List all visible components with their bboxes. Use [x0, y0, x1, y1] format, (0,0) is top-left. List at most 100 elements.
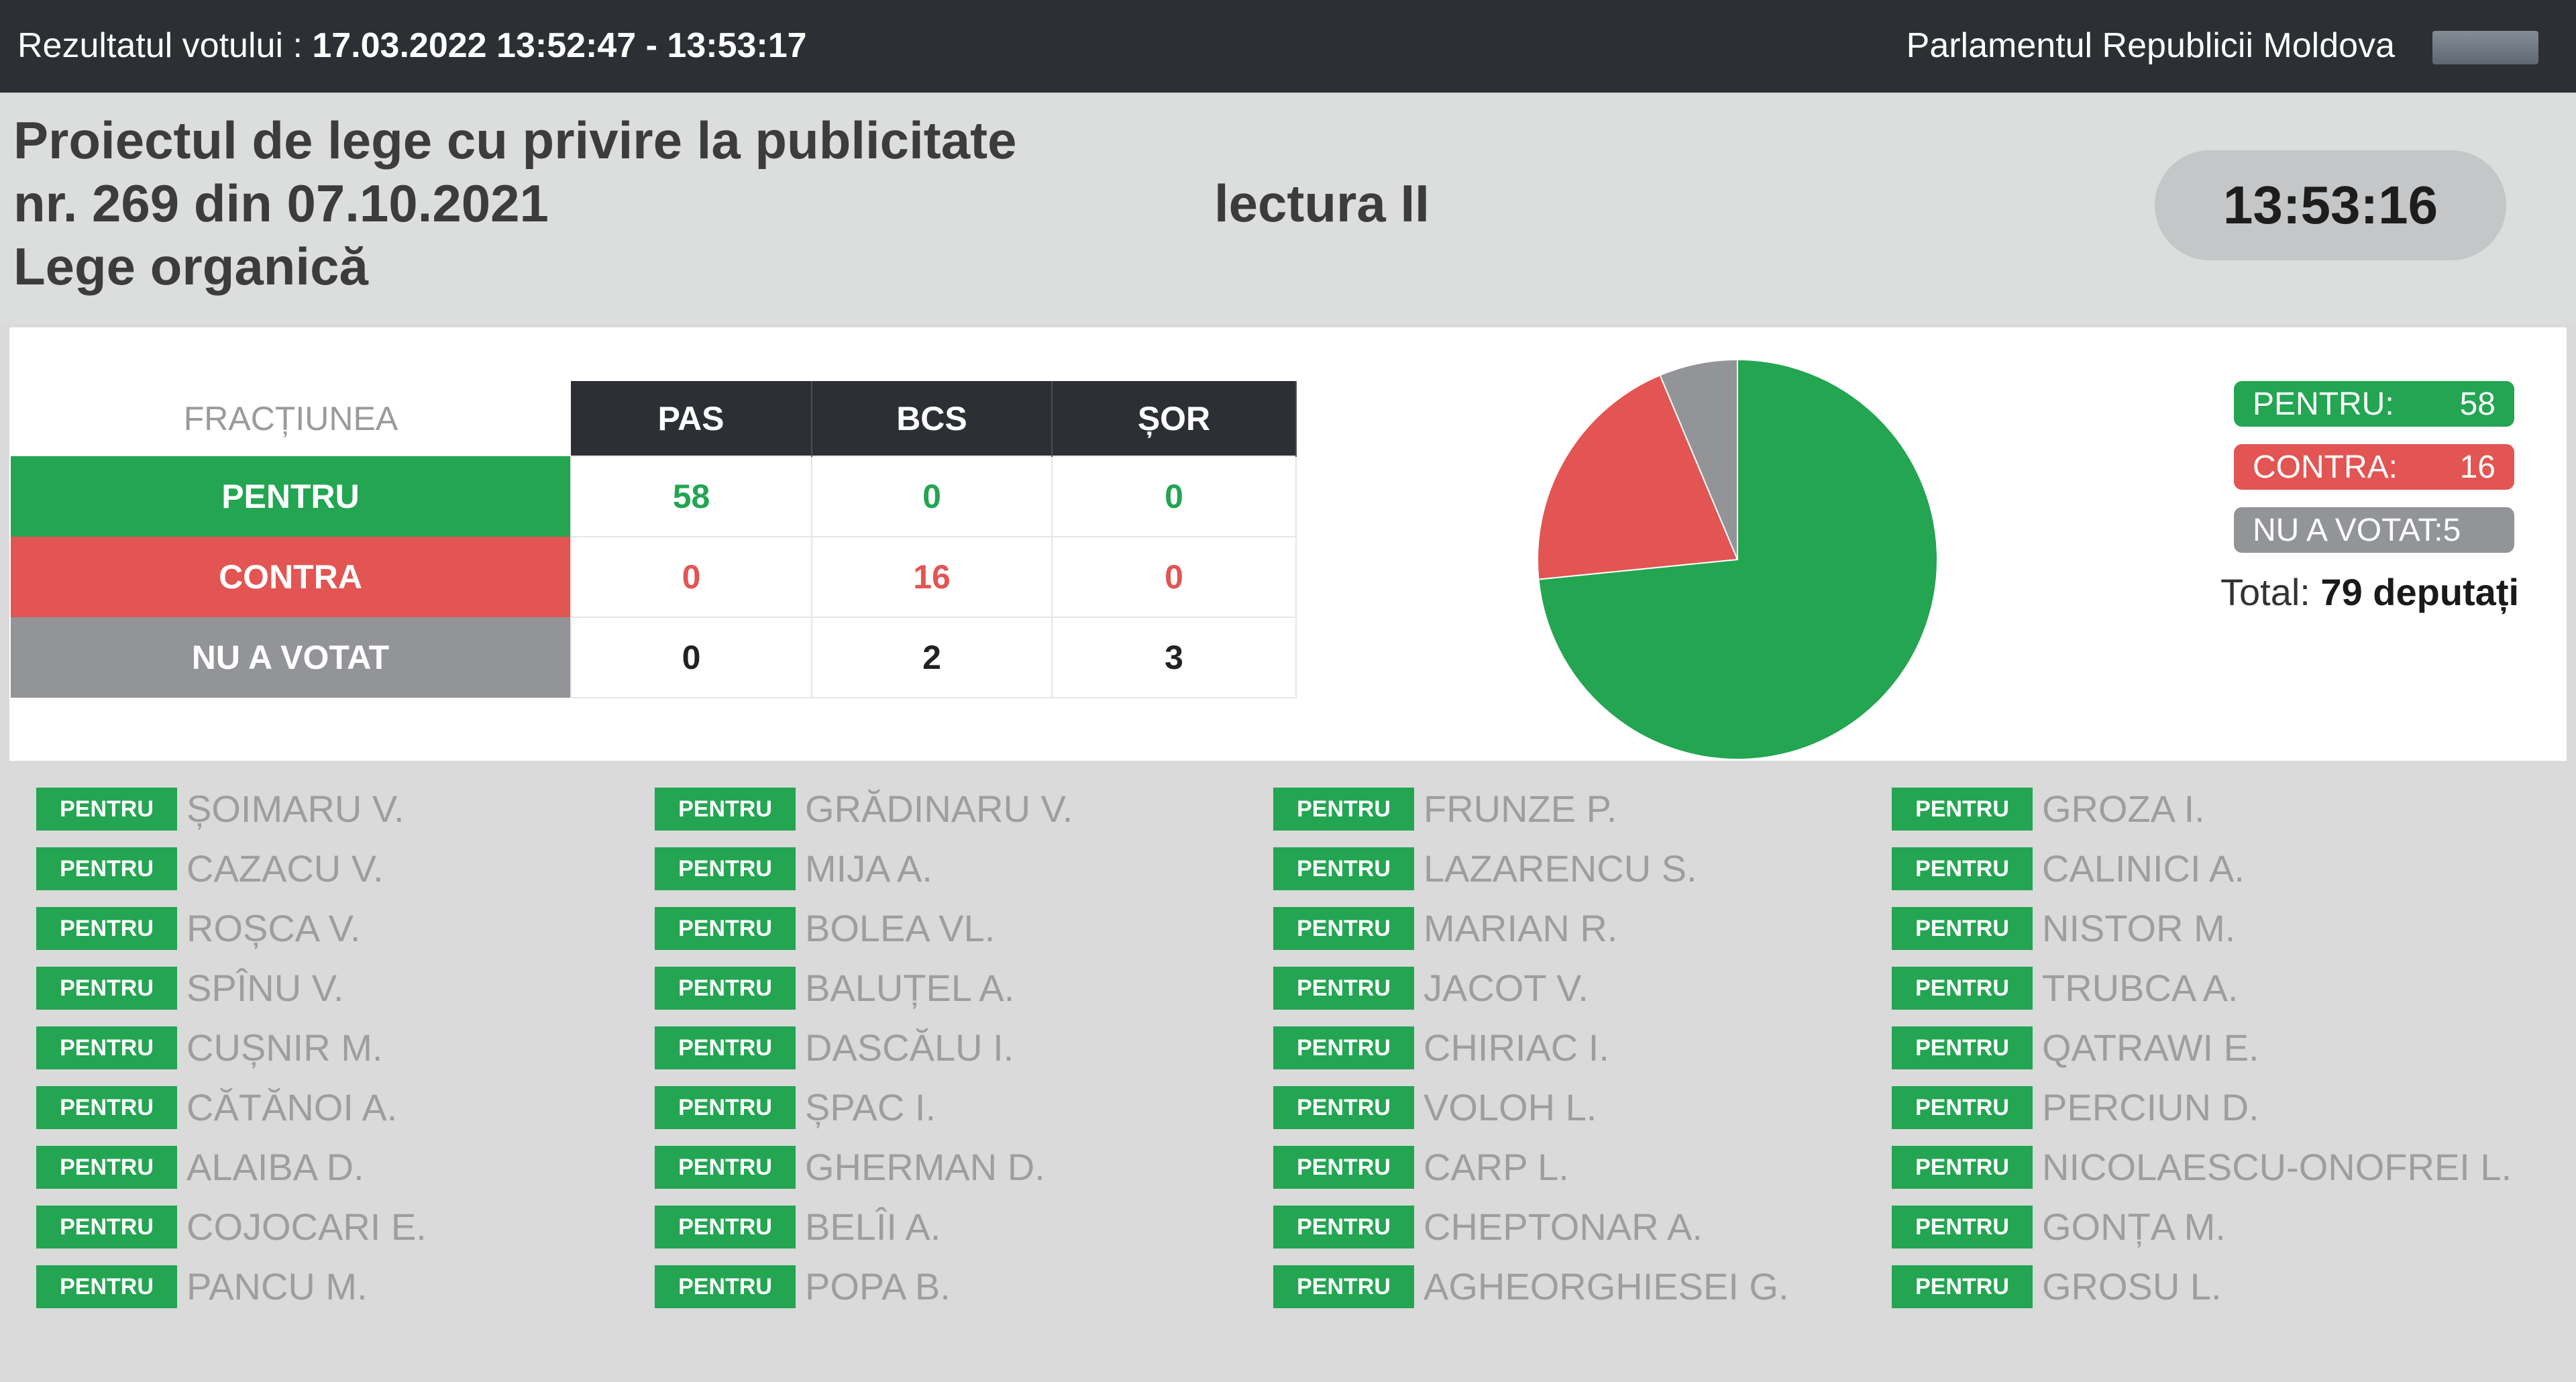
vote-badge: PENTRU — [1892, 907, 2033, 950]
institution-name: Parlamentul Republicii Moldova — [1906, 26, 2395, 65]
vote-badge: PENTRU — [655, 1026, 796, 1069]
deputy-name: GROZA I. — [2042, 788, 2205, 830]
vote-badge: PENTRU — [1892, 967, 2033, 1010]
vote-badge: PENTRU — [1273, 1146, 1414, 1189]
legend-nu-a-votat: NU A VOTAT:5 — [2234, 507, 2514, 553]
bill-title: Proiectul de lege cu privire la publicit… — [13, 109, 1016, 298]
vote-badge: PENTRU — [1892, 1086, 2033, 1129]
deputy-name: CĂTĂNOI A. — [186, 1086, 398, 1128]
column-header-pas: PAS — [571, 381, 812, 456]
cell-pentru-pas: 58 — [570, 456, 812, 537]
vote-badge: PENTRU — [1892, 1265, 2033, 1308]
deputy-name: ROȘCA V. — [186, 907, 361, 949]
deputy-name: COJOCARI E. — [186, 1206, 427, 1248]
vote-badge: PENTRU — [36, 1206, 177, 1248]
deputy-name: CHEPTONAR A. — [1424, 1206, 1703, 1248]
deputy-name: CUȘNIR M. — [186, 1026, 383, 1069]
vote-badge: PENTRU — [1273, 1265, 1414, 1308]
results-panel: FRACȚIUNEA PAS BCS ȘOR PENTRU 58 0 0 CON… — [9, 327, 2567, 761]
cell-pentru-bcs: 0 — [811, 456, 1053, 537]
deputy-name: JACOT V. — [1424, 967, 1589, 1009]
table-row-contra: CONTRA 0 16 0 — [11, 536, 1297, 618]
legend-pentru-label: PENTRU: — [2253, 386, 2394, 422]
row-label-contra: CONTRA — [11, 537, 571, 617]
vote-badge: PENTRU — [655, 847, 796, 890]
deputy-name: FRUNZE P. — [1424, 788, 1617, 830]
vote-badge: PENTRU — [1892, 1146, 2033, 1189]
vote-badge: PENTRU — [655, 907, 796, 950]
row-label-nu-a-votat: NU A VOTAT — [11, 617, 571, 698]
faction-results-table: FRACȚIUNEA PAS BCS ȘOR PENTRU 58 0 0 CON… — [11, 381, 1297, 698]
deputy-name: ALAIBA D. — [186, 1146, 364, 1188]
deputy-name: ȘPAC I. — [805, 1086, 936, 1128]
vote-badge: PENTRU — [655, 1206, 796, 1248]
legend-pentru: PENTRU: 58 — [2234, 381, 2514, 427]
vote-badge: PENTRU — [655, 1265, 796, 1308]
deputy-name: NISTOR M. — [2042, 907, 2236, 949]
deputy-name: NICOLAESCU-ONOFREI L. — [2042, 1146, 2512, 1188]
deputy-name: DASCĂLU I. — [805, 1026, 1014, 1069]
vote-badge: PENTRU — [1273, 1206, 1414, 1248]
legend-nu-label: NU A VOTAT:5 — [2253, 512, 2461, 548]
vote-badge: PENTRU — [36, 967, 177, 1010]
vote-badge: PENTRU — [655, 788, 796, 831]
total-value: 79 deputați — [2320, 571, 2520, 613]
cell-nu-pas: 0 — [570, 617, 812, 698]
vote-badge: PENTRU — [1892, 1206, 2033, 1248]
vote-badge: PENTRU — [36, 1146, 177, 1189]
column-header-sor: ȘOR — [1052, 381, 1297, 456]
vote-badge: PENTRU — [36, 1086, 177, 1129]
deputy-name: POPA B. — [805, 1265, 951, 1308]
deputy-name: GRĂDINARU V. — [805, 788, 1073, 830]
vote-badge: PENTRU — [655, 1086, 796, 1129]
deputy-name: CAZACU V. — [186, 847, 384, 890]
deputy-name: QATRAWI E. — [2042, 1026, 2259, 1069]
top-bar: Rezultatul votului : 17.03.2022 13:52:47… — [0, 0, 2576, 93]
deputy-name: CARP L. — [1424, 1146, 1569, 1188]
bill-title-line3: Lege organică — [13, 237, 368, 296]
vote-header: Proiectul de lege cu privire la publicit… — [0, 93, 2576, 324]
vote-badge: PENTRU — [1892, 788, 2033, 831]
vote-badge: PENTRU — [655, 967, 796, 1010]
parliament-logo-icon — [2432, 31, 2538, 64]
row-label-pentru: PENTRU — [11, 456, 571, 537]
vote-badge: PENTRU — [36, 1026, 177, 1069]
table-row-pentru: PENTRU 58 0 0 — [11, 456, 1297, 537]
deputy-name: BOLEA VL. — [805, 907, 996, 949]
vote-pie-chart — [1537, 358, 1938, 760]
vote-badge: PENTRU — [655, 1146, 796, 1189]
deputy-name: GHERMAN D. — [805, 1146, 1045, 1188]
vote-badge: PENTRU — [36, 1265, 177, 1308]
vote-badge: PENTRU — [1273, 788, 1414, 831]
vote-badge: PENTRU — [1273, 1086, 1414, 1129]
table-corner-label: FRACȚIUNEA — [11, 381, 571, 456]
deputy-name: CHIRIAC I. — [1424, 1026, 1609, 1069]
deputy-name: AGHEORGHIESEI G. — [1424, 1265, 1789, 1308]
reading-stage: lectura II — [1214, 174, 1430, 233]
vote-result-label: Rezultatul votului : 17.03.2022 13:52:47… — [17, 25, 807, 66]
deputy-name: CALINICI A. — [2042, 847, 2245, 890]
vote-badge: PENTRU — [1273, 907, 1414, 950]
total-deputies: Total: 79 deputați — [2220, 570, 2563, 614]
pie-slice-nu-a-votat — [1659, 358, 1738, 560]
deputy-name: GROSU L. — [2042, 1265, 2222, 1308]
vote-result-caption: Rezultatul votului : — [17, 26, 313, 65]
deputy-vote-grid: PENTRU ȘOIMARU V. PENTRU CAZACU V. PENTRU ROȘ… — [0, 761, 2576, 1382]
deputy-name: BELÎI A. — [805, 1206, 941, 1248]
legend-contra-label: CONTRA: — [2253, 449, 2398, 485]
cell-nu-sor: 3 — [1051, 617, 1297, 698]
vote-badge: PENTRU — [1273, 967, 1414, 1010]
vote-badge: PENTRU — [1273, 847, 1414, 890]
bill-title-line1: Proiectul de lege cu privire la publicit… — [13, 111, 1017, 170]
vote-badge: PENTRU — [36, 847, 177, 890]
vote-legend: PENTRU: 58 CONTRA: 16 NU A VOTAT:5 Total… — [2220, 381, 2563, 614]
deputy-name: SPÎNU V. — [186, 967, 344, 1009]
legend-contra: CONTRA: 16 — [2234, 444, 2514, 490]
deputy-name: GONȚA M. — [2042, 1206, 2226, 1248]
vote-badge: PENTRU — [1892, 847, 2033, 890]
vote-time-range: 17.03.2022 13:52:47 - 13:53:17 — [312, 26, 807, 65]
deputy-name: LAZARENCU S. — [1424, 847, 1697, 890]
deputy-name: PERCIUN D. — [2042, 1086, 2259, 1128]
cell-contra-bcs: 16 — [811, 536, 1053, 618]
deputy-name: MIJA A. — [805, 847, 932, 890]
